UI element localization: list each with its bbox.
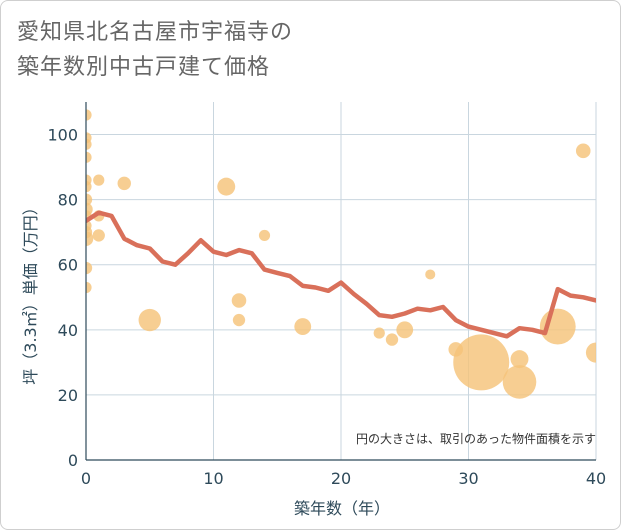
bubble-point [425,269,436,280]
x-tick-label: 20 [331,469,351,488]
bubble-point [86,261,93,275]
bubble-point [231,293,247,308]
x-tick-label: 0 [81,469,91,488]
y-tick-label: 80 [58,191,78,210]
y-tick-label: 20 [58,386,78,405]
bubble-point [86,193,93,206]
bubble-point [86,281,92,294]
average-price-line [86,210,596,339]
bubble-point [510,350,529,369]
bubble-size-note: 円の大きさは、取引のあった物件面積を示す [356,431,596,446]
bubble-point [93,174,105,186]
chart-title: 愛知県北名古屋市宇福寺の 築年数別中古戸建て価格 [17,15,577,85]
x-tick-label: 10 [203,469,223,488]
bubble-point [86,109,92,121]
y-axis-label: 坪（3.3㎡）単価（万円） [21,199,40,384]
bubble-point [258,229,271,242]
bubble-point [217,177,236,196]
bubble-series [86,109,596,399]
x-tick-label: 40 [586,469,606,488]
bubble-point [294,318,312,335]
y-tick-label: 0 [68,451,78,470]
bubble-point [117,176,131,191]
bubble-point [575,143,591,159]
bubble-point [373,327,385,339]
bubble-point [86,181,92,193]
bubble-point [232,313,246,327]
x-axis-label: 築年数（年） [294,499,390,518]
bubble-point [396,321,414,339]
bubble-point [86,151,92,163]
y-tick-label: 40 [58,321,78,340]
axes: 0 20 40 60 80 100 0 10 20 30 40 [47,102,606,488]
y-tick-label: 100 [47,126,78,145]
bubble-point [385,333,399,346]
bubble-point [502,365,537,399]
chart-title-line-1: 愛知県北名古屋市宇福寺の [17,20,294,45]
bubble-point [92,229,105,242]
bubble-point [86,231,94,246]
bubble-point [585,342,596,363]
bubble-point [453,334,510,391]
chart-title-line-2: 築年数別中古戸建て価格 [17,55,271,80]
y-tick-label: 60 [58,256,78,275]
x-tick-label: 30 [458,469,478,488]
bubble-point [138,308,161,332]
bubble-point [86,138,92,150]
